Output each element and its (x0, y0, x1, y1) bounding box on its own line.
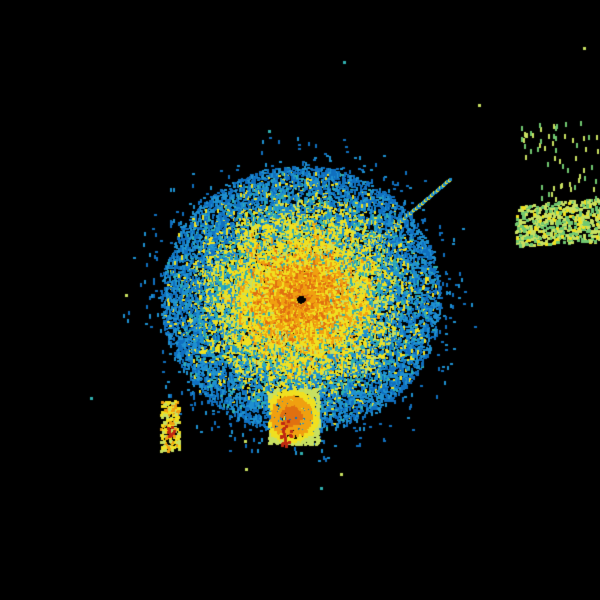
radar-reflectivity-image (0, 0, 600, 600)
